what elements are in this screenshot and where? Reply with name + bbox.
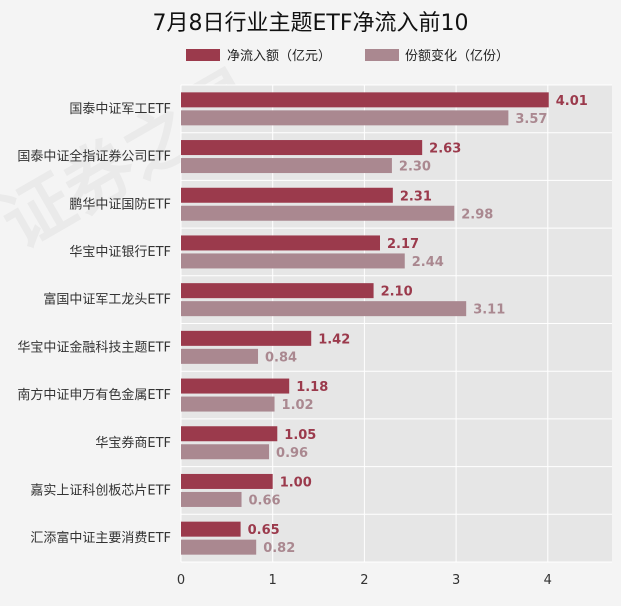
- gridlines: [180, 84, 612, 563]
- bar-share-change: [181, 253, 405, 269]
- data-label: 1.02: [282, 398, 314, 413]
- bars: 4.01 3.57 2.63 2.30 2.31 2.98 2.17 2.44 2.10 3.11…: [181, 92, 588, 556]
- x-tick-label: 2: [360, 573, 368, 588]
- data-label: 0.82: [263, 541, 295, 556]
- data-label: 0.65: [248, 523, 280, 538]
- data-label: 4.01: [556, 94, 588, 109]
- data-label: 0.84: [265, 350, 297, 365]
- data-label: 2.44: [412, 255, 444, 270]
- bar-net-inflow: [181, 330, 312, 346]
- data-label: 2.10: [381, 285, 413, 300]
- data-label: 2.98: [461, 207, 493, 222]
- x-tick-label: 1: [269, 573, 277, 588]
- bar-net-inflow: [181, 283, 374, 299]
- legend-label-net-inflow: 净流入额（亿元）: [227, 49, 331, 64]
- legend-swatch-share-change: [365, 49, 399, 61]
- data-label: 0.96: [276, 446, 308, 461]
- bar-share-change: [181, 205, 455, 221]
- data-label: 2.63: [429, 142, 461, 157]
- bar-share-change: [181, 539, 257, 555]
- category-labels: 国泰中证军工ETF 国泰中证全指证券公司ETF 鹏华中证国防ETF 华宝中证银行ETF…: [17, 102, 171, 546]
- x-tick-label: 0: [177, 573, 185, 588]
- category-label: 华宝中证银行ETF: [69, 245, 171, 260]
- bar-net-inflow: [181, 426, 278, 442]
- bar-net-inflow: [181, 235, 380, 251]
- data-label: 1.18: [296, 380, 328, 395]
- data-label: 1.42: [318, 332, 350, 347]
- x-axis-ticks: 0 1 2 3 4: [177, 573, 552, 588]
- legend: 净流入额（亿元） 份额变化（亿份）: [186, 48, 509, 64]
- category-label: 华宝券商ETF: [95, 435, 171, 451]
- data-label: 1.00: [280, 475, 312, 490]
- data-label: 2.31: [400, 189, 432, 204]
- category-label: 国泰中证全指证券公司ETF: [17, 149, 171, 165]
- bar-share-change: [181, 396, 275, 412]
- bar-share-change: [181, 444, 270, 460]
- data-label: 2.17: [387, 237, 419, 252]
- legend-swatch-net-inflow: [186, 49, 220, 61]
- category-label: 鹏华中证国防ETF: [69, 196, 171, 212]
- bar-net-inflow: [181, 521, 241, 537]
- category-label: 富国中证军工龙头ETF: [43, 292, 171, 308]
- x-tick-label: 3: [452, 573, 460, 588]
- data-label: 2.30: [399, 160, 431, 175]
- bar-net-inflow: [181, 92, 549, 108]
- bar-share-change: [181, 491, 242, 507]
- bar-net-inflow: [181, 473, 273, 489]
- x-tick-label: 4: [544, 573, 552, 588]
- data-label: 3.57: [515, 112, 547, 127]
- bar-share-change: [181, 301, 467, 317]
- category-label: 华宝中证金融科技主题ETF: [17, 339, 171, 355]
- bar-share-change: [181, 158, 392, 174]
- data-label: 0.66: [249, 493, 281, 508]
- bar-share-change: [181, 348, 259, 364]
- category-label: 南方中证申万有色金属ETF: [17, 387, 171, 403]
- data-label: 3.11: [473, 303, 505, 318]
- bar-net-inflow: [181, 140, 423, 156]
- bar-net-inflow: [181, 187, 393, 203]
- data-label: 1.05: [284, 428, 316, 443]
- bar-share-change: [181, 110, 509, 126]
- legend-label-share-change: 份额变化（亿份）: [405, 48, 509, 64]
- category-label: 嘉实上证科创板芯片ETF: [30, 483, 171, 498]
- chart-title: 7月8日行业主题ETF净流入前10: [153, 11, 469, 36]
- bar-net-inflow: [181, 378, 290, 394]
- category-label: 汇添富中证主要消费ETF: [30, 530, 171, 546]
- category-label: 国泰中证军工ETF: [69, 102, 171, 117]
